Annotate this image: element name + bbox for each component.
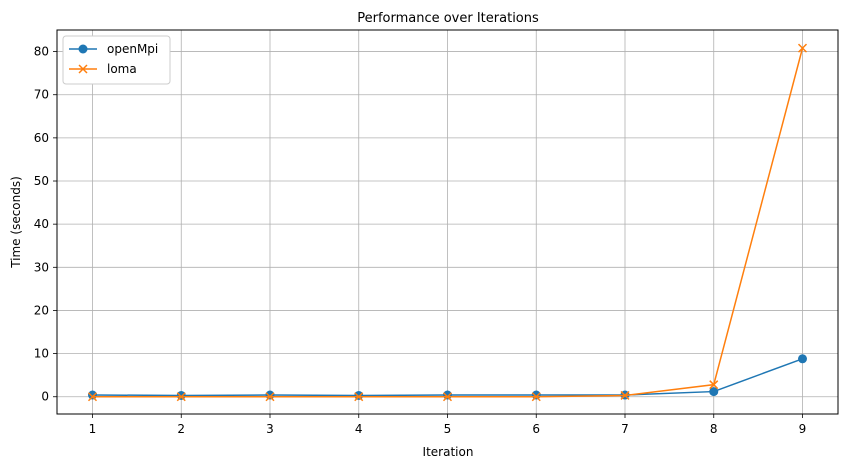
data-point-loma bbox=[531, 392, 541, 402]
data-point-openmpi bbox=[443, 390, 452, 400]
legend-box bbox=[62, 35, 171, 85]
data-point-openmpi bbox=[265, 390, 275, 400]
data-point-loma bbox=[265, 392, 275, 402]
y-axis-label: Time (seconds) bbox=[9, 176, 23, 269]
series-layer bbox=[87, 43, 808, 402]
y-tick-label: 60 bbox=[34, 131, 49, 145]
y-tick-label: 10 bbox=[34, 347, 49, 361]
y-tick-label: 70 bbox=[34, 88, 49, 102]
plot-frame bbox=[56, 29, 839, 415]
data-point-openmpi bbox=[709, 387, 719, 397]
data-point-loma bbox=[442, 392, 453, 402]
x-tick-label: 7 bbox=[621, 422, 629, 436]
x-axis-label: Iteration bbox=[423, 445, 474, 459]
data-point-loma bbox=[176, 392, 186, 402]
x-tick-label: 2 bbox=[177, 422, 185, 436]
data-point-loma bbox=[354, 392, 364, 402]
grid-lines bbox=[57, 30, 838, 414]
y-tick-label: 20 bbox=[34, 303, 49, 317]
legend-label-openmpi: openMpi bbox=[107, 42, 158, 56]
x-tick-label: 4 bbox=[355, 422, 363, 436]
data-point-openmpi bbox=[531, 390, 541, 400]
data-point-loma bbox=[620, 390, 630, 400]
legend: openMpi loma bbox=[62, 35, 171, 85]
x-tick-label: 6 bbox=[532, 422, 540, 436]
x-tick-label: 9 bbox=[799, 422, 807, 436]
x-tick-label: 1 bbox=[89, 422, 97, 436]
data-point-openmpi bbox=[176, 390, 186, 400]
data-point-openmpi bbox=[354, 390, 364, 400]
axis-ticks: 1 2 3 4 5 6 7 8 9 0 10 20 30 40 50 60 70 80 bbox=[34, 45, 807, 436]
data-point-openmpi bbox=[798, 354, 807, 364]
data-point-loma bbox=[87, 392, 98, 402]
y-tick-label: 40 bbox=[34, 217, 49, 231]
chart-title: Performance over Iterations bbox=[357, 11, 539, 26]
x-tick-label: 5 bbox=[444, 422, 452, 436]
y-tick-label: 80 bbox=[34, 45, 49, 59]
legend-label-loma: loma bbox=[107, 62, 137, 76]
y-tick-label: 0 bbox=[41, 390, 49, 404]
legend-marker-loma bbox=[78, 64, 88, 74]
legend-marker-openmpi bbox=[78, 44, 88, 54]
data-point-loma bbox=[709, 380, 719, 390]
x-tick-label: 8 bbox=[710, 422, 718, 436]
data-point-loma bbox=[797, 43, 808, 53]
x-tick-label: 3 bbox=[266, 422, 274, 436]
y-tick-label: 50 bbox=[34, 174, 49, 188]
y-tick-label: 30 bbox=[34, 260, 49, 274]
data-point-openmpi bbox=[88, 390, 97, 400]
